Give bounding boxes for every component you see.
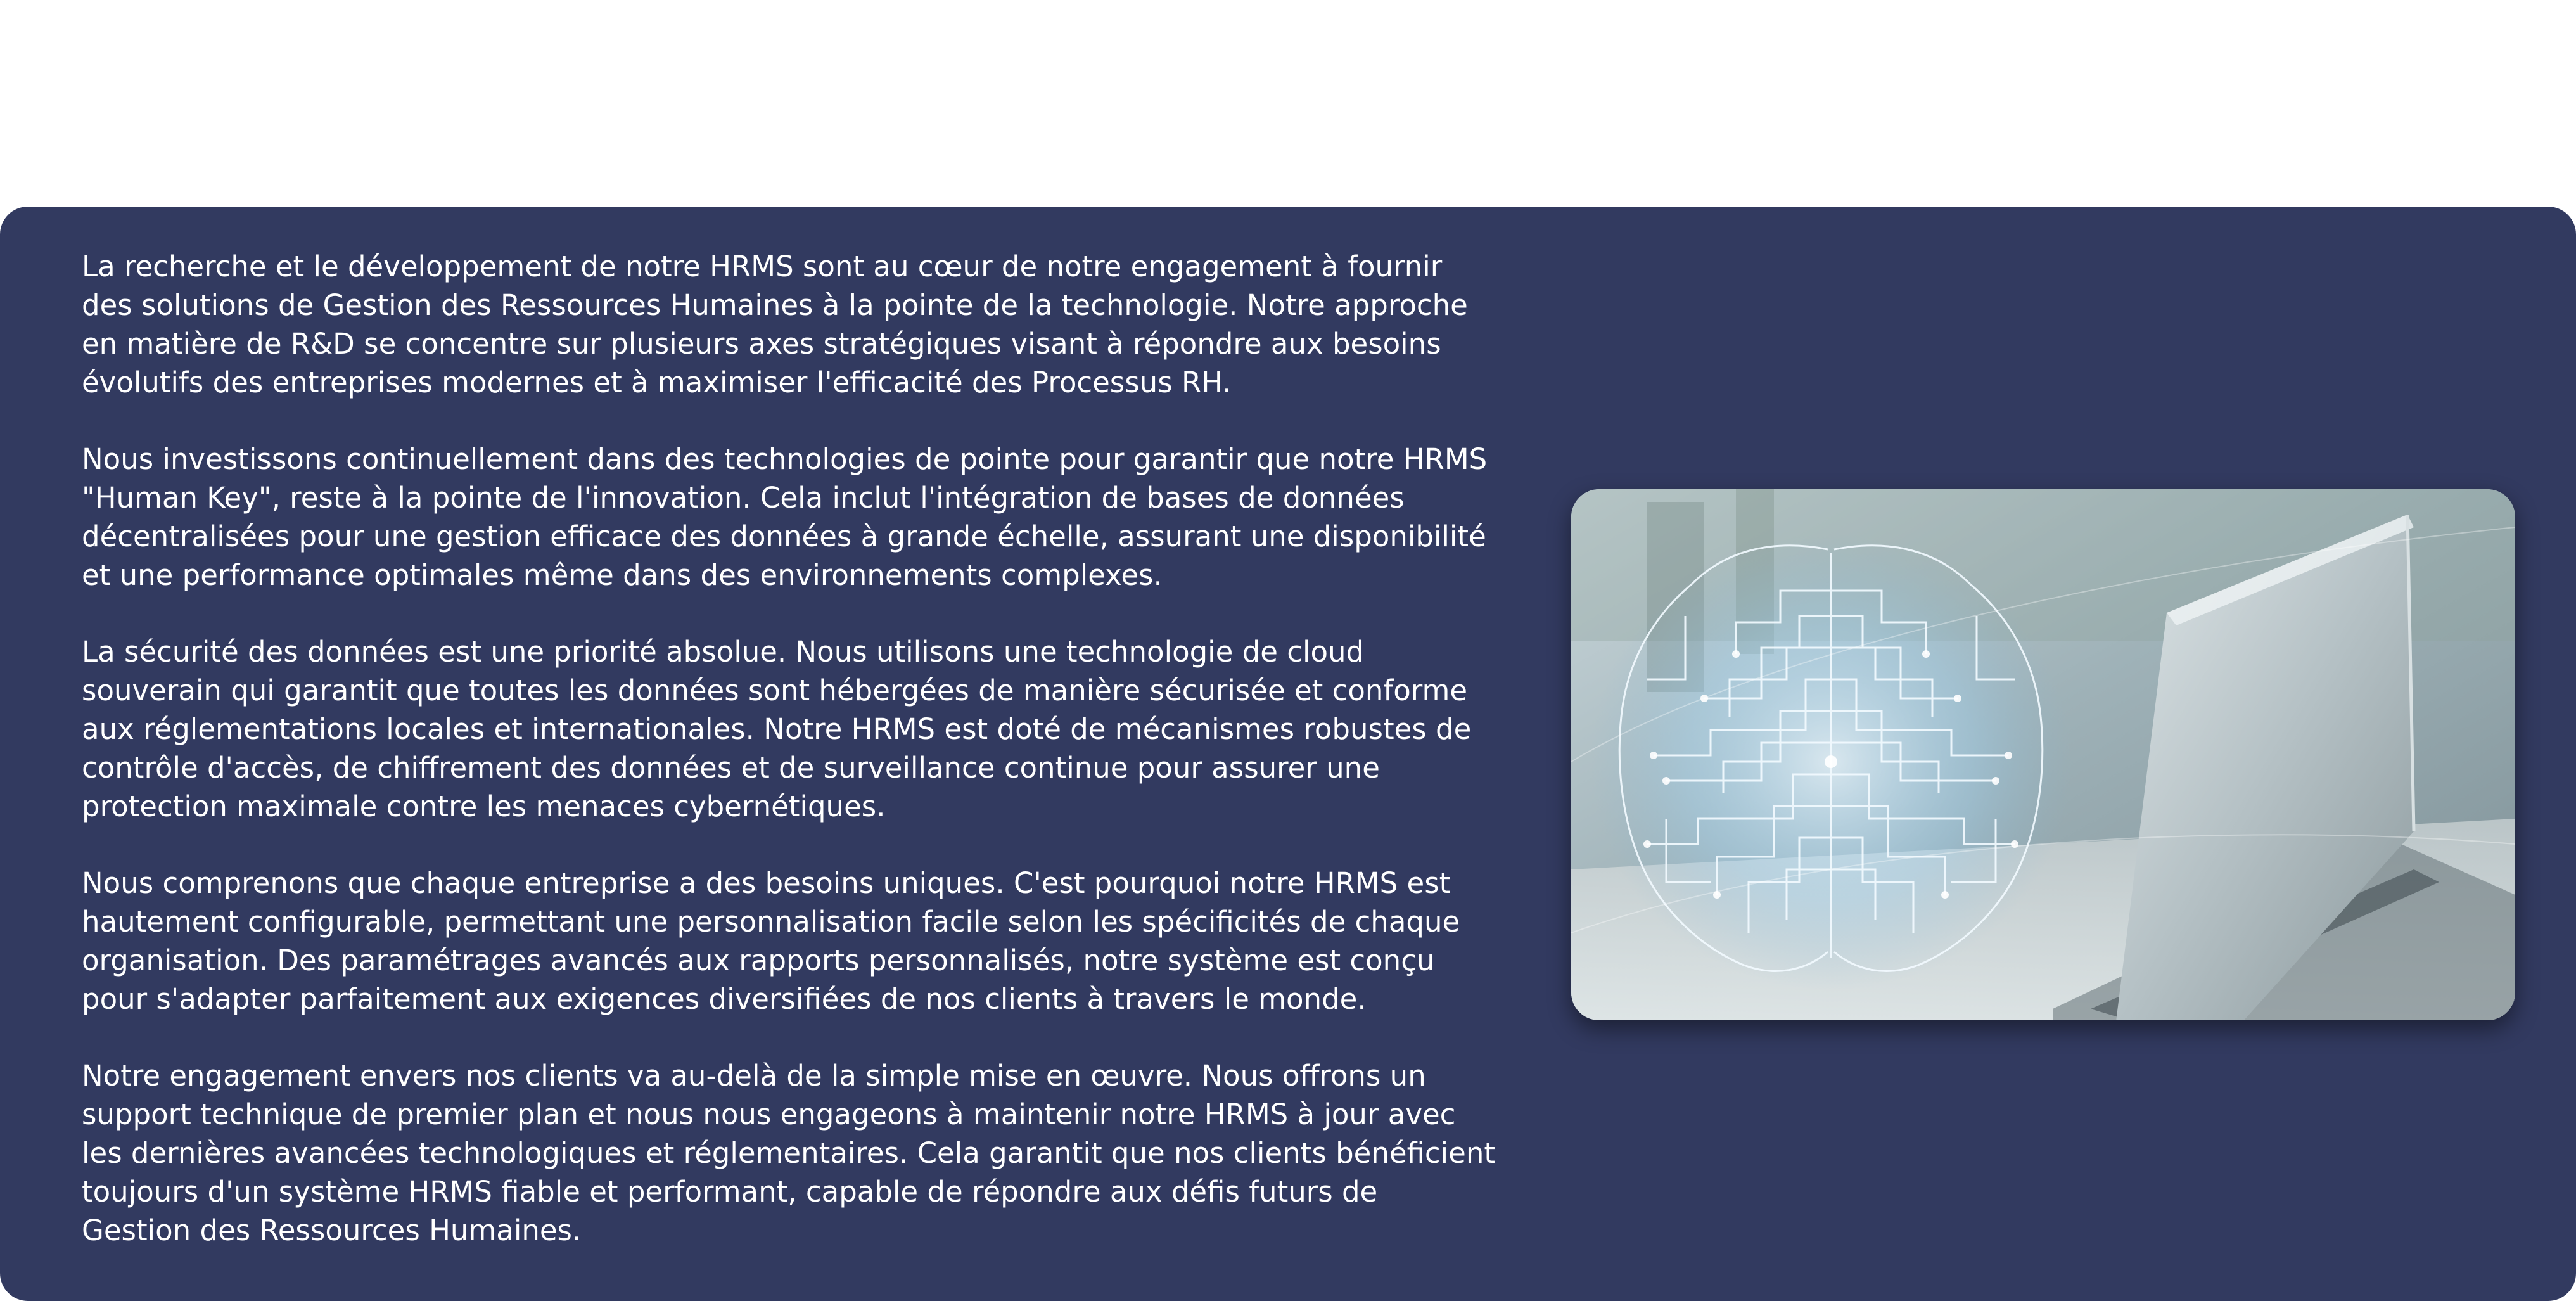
paragraph-engagement: Notre engagement envers nos clients va a… <box>82 1056 1501 1250</box>
rd-content-panel: La recherche et le développement de notr… <box>0 207 2576 1301</box>
brain-circuit-laptop-image <box>1571 489 2515 1020</box>
text-line: souverain qui garantit que toutes les do… <box>82 674 1468 707</box>
text-line: support technique de premier plan et nou… <box>82 1098 1456 1131</box>
text-line: toujours d'un système HRMS fiable et per… <box>82 1175 1378 1208</box>
text-line: Notre engagement envers nos clients va a… <box>82 1059 1426 1093</box>
text-line: Nous investissons continuellement dans d… <box>82 442 1488 476</box>
paragraph-rd-intro: La recherche et le développement de notr… <box>82 247 1501 402</box>
text-line: protection maximale contre les menaces c… <box>82 790 886 823</box>
text-line: en matière de R&D se concentre sur plusi… <box>82 327 1441 361</box>
text-line: contrôle d'accès, de chiffrement des don… <box>82 751 1380 785</box>
text-line: les dernières avancées technologiques et… <box>82 1136 1496 1170</box>
text-line: "Human Key", reste à la pointe de l'inno… <box>82 481 1405 515</box>
paragraph-configurability: Nous comprenons que chaque entreprise a … <box>82 864 1501 1018</box>
text-line: pour s'adapter parfaitement aux exigence… <box>82 982 1367 1016</box>
text-line: Gestion des Ressources Humaines. <box>82 1214 582 1247</box>
text-line: des solutions de Gestion des Ressources … <box>82 288 1468 322</box>
text-line: organisation. Des paramétrages avancés a… <box>82 944 1435 977</box>
text-line: Nous comprenons que chaque entreprise a … <box>82 866 1451 900</box>
text-line: décentralisées pour une gestion efficace… <box>82 520 1486 553</box>
text-line: et une performance optimales même dans d… <box>82 558 1163 592</box>
paragraph-technology: Nous investissons continuellement dans d… <box>82 440 1501 594</box>
rd-description-text: La recherche et le développement de notr… <box>82 247 1501 1288</box>
text-line: évolutifs des entreprises modernes et à … <box>82 366 1232 399</box>
text-line: La sécurité des données est une priorité… <box>82 635 1365 669</box>
brain-circuit-illustration <box>1571 489 2515 1020</box>
text-line: La recherche et le développement de notr… <box>82 250 1443 283</box>
text-line: aux réglementations locales et internati… <box>82 712 1472 746</box>
text-line: hautement configurable, permettant une p… <box>82 905 1460 939</box>
paragraph-security: La sécurité des données est une priorité… <box>82 632 1501 826</box>
